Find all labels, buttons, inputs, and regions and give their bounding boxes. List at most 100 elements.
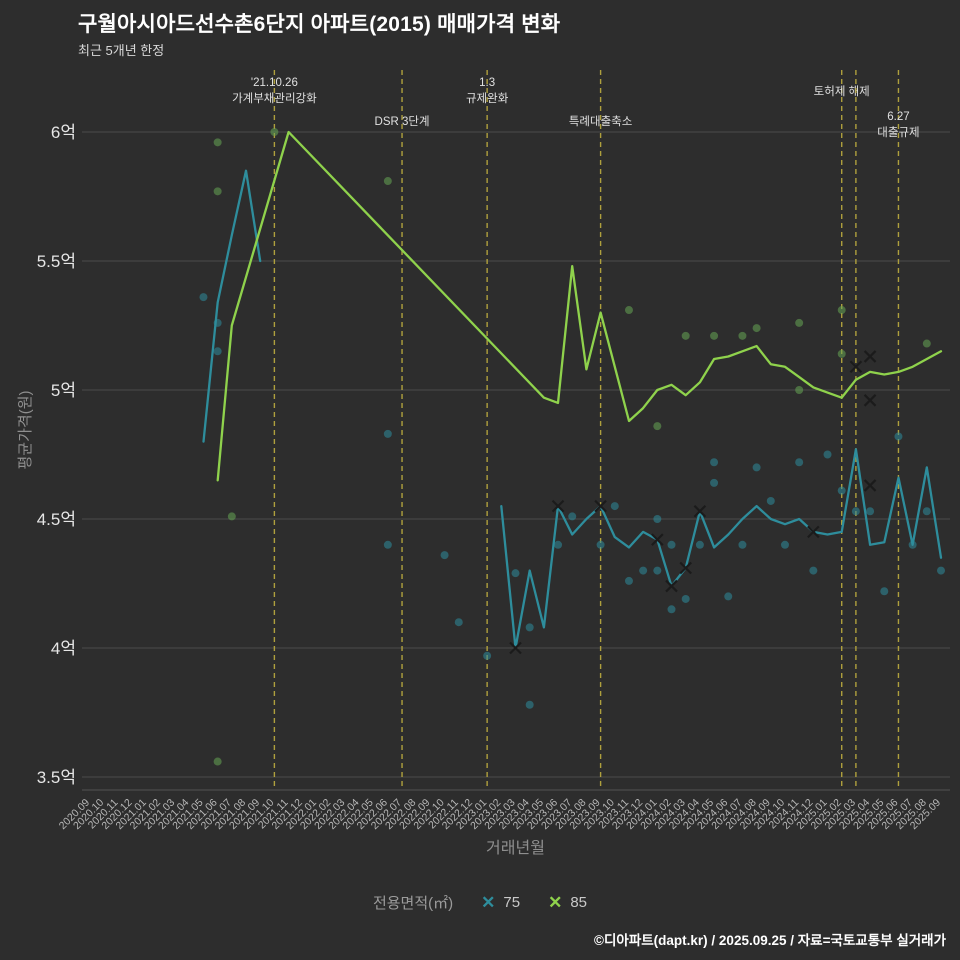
series-85-dot[interactable] xyxy=(738,331,747,340)
legend-item-75[interactable]: ✕ 75 xyxy=(481,894,520,911)
series-75-dot[interactable] xyxy=(695,540,704,549)
series-75-x-marker[interactable] xyxy=(509,641,522,655)
annotation-label: DSR 3단계 xyxy=(375,115,430,128)
series-75-line xyxy=(202,169,262,443)
series-85-dot[interactable] xyxy=(383,177,392,186)
x-axis-title: 거래년월 xyxy=(486,839,545,857)
x-marker-icon: ✕ xyxy=(481,893,496,912)
annotation-label: 가계부채관리강화 xyxy=(232,92,317,105)
annotation-label: 대출규제 xyxy=(877,126,919,139)
series-85-line xyxy=(216,130,943,482)
price-line-chart: 6억5.5억5억4.5억4억3.5억2020.092020.102020.112… xyxy=(17,70,950,857)
annotation-label: 특례대출축소 xyxy=(569,115,632,128)
series-75-dot[interactable] xyxy=(823,450,832,459)
series-75-dot[interactable] xyxy=(866,507,875,516)
series-75-dot[interactable] xyxy=(837,486,846,495)
series-75-dot[interactable] xyxy=(681,594,690,603)
source-credit: ©디아파트(dapt.kr) / 2025.09.25 / 자료=국토교통부 실… xyxy=(594,933,946,948)
series-85-dot[interactable] xyxy=(653,422,662,431)
y-tick-label: 5.5억 xyxy=(37,252,76,271)
legend-item-85[interactable]: ✕ 85 xyxy=(548,894,587,911)
series-75-dot[interactable] xyxy=(511,569,520,578)
y-tick-label: 6억 xyxy=(51,123,76,142)
y-tick-label: 5억 xyxy=(51,381,76,400)
series-85-dot[interactable] xyxy=(710,331,719,340)
series-85-dot[interactable] xyxy=(213,187,222,196)
series-75-dot[interactable] xyxy=(809,566,818,575)
series-85-x-marker[interactable] xyxy=(849,360,863,374)
series-85-dot[interactable] xyxy=(795,386,804,394)
series-75-dot[interactable] xyxy=(525,623,534,632)
series-75-dot[interactable] xyxy=(937,566,945,575)
series-85-x-marker[interactable] xyxy=(863,394,877,407)
series-75-dot[interactable] xyxy=(795,458,804,467)
series-85-dot[interactable] xyxy=(795,318,804,327)
series-75-x-marker[interactable] xyxy=(693,504,707,518)
series-75-dot[interactable] xyxy=(383,429,392,438)
annotation-label: 규제완화 xyxy=(466,92,509,105)
series-85-dot[interactable] xyxy=(837,349,846,358)
series-75-dot[interactable] xyxy=(851,507,860,516)
series-75-x-marker[interactable] xyxy=(679,561,692,575)
series-85-dot[interactable] xyxy=(270,128,279,136)
chart-subtitle: 최근 5개년 한정 xyxy=(78,43,165,58)
series-75-x-marker[interactable] xyxy=(651,533,664,546)
series-85-x-marker[interactable] xyxy=(863,350,877,363)
series-75-dot[interactable] xyxy=(639,566,648,575)
series-75-dot[interactable] xyxy=(653,566,662,575)
legend-label-85: 85 xyxy=(570,894,588,911)
series-75-dot[interactable] xyxy=(610,502,619,511)
series-75-dot[interactable] xyxy=(653,515,662,523)
series-75-x-marker[interactable] xyxy=(807,525,820,539)
series-75-dot[interactable] xyxy=(894,432,903,441)
series-75-x-marker[interactable] xyxy=(863,479,877,492)
series-75-dot[interactable] xyxy=(213,347,222,356)
series-75-x-marker[interactable] xyxy=(551,499,565,513)
series-75-dot[interactable] xyxy=(624,576,633,585)
legend-label-75: 75 xyxy=(503,894,521,911)
series-75-dot[interactable] xyxy=(383,540,392,549)
series-75-dot[interactable] xyxy=(568,512,577,521)
y-tick-label: 4.5억 xyxy=(37,510,76,529)
series-75-dot[interactable] xyxy=(710,478,719,487)
series-75-dot[interactable] xyxy=(710,458,719,467)
series-75-dot[interactable] xyxy=(454,618,463,627)
series-85-dot[interactable] xyxy=(624,306,633,315)
x-marker-icon: ✕ xyxy=(548,893,563,912)
series-75-dot[interactable] xyxy=(922,507,931,516)
series-75-line xyxy=(500,448,943,650)
series-75-dot[interactable] xyxy=(596,540,605,549)
series-75-dot[interactable] xyxy=(483,651,492,660)
series-75-dot[interactable] xyxy=(667,605,676,614)
series-75-dot[interactable] xyxy=(525,700,534,709)
annotation-label: 6.27 xyxy=(887,111,909,123)
series-75-x-marker[interactable] xyxy=(594,499,607,513)
series-75-dot[interactable] xyxy=(780,540,789,549)
y-axis-title: 평균가격(원) xyxy=(17,391,34,470)
series-75-x-marker[interactable] xyxy=(665,579,678,593)
legend: 전용면적(㎡) ✕ 75 ✕ 85 xyxy=(0,892,960,913)
series-85-dot[interactable] xyxy=(227,512,236,521)
series-75-dot[interactable] xyxy=(554,540,563,549)
annotation-label: 토허제 해제 xyxy=(814,85,870,98)
series-75-dot[interactable] xyxy=(724,592,733,601)
series-75-dot[interactable] xyxy=(880,587,889,596)
series-75-dot[interactable] xyxy=(752,463,761,472)
legend-title: 전용면적(㎡) xyxy=(372,895,454,912)
series-85-dot[interactable] xyxy=(837,306,846,315)
annotation-label: 1.3 xyxy=(479,77,495,89)
annotation-label: '21.10.26 xyxy=(251,77,298,89)
series-75-dot[interactable] xyxy=(667,540,676,549)
series-85-dot[interactable] xyxy=(681,331,690,340)
series-75-dot[interactable] xyxy=(738,540,747,549)
series-85-dot[interactable] xyxy=(752,324,761,333)
chart-title: 구월아시아드선수촌6단지 아파트(2015) 매매가격 변화 xyxy=(78,13,561,36)
series-75-dot[interactable] xyxy=(199,293,208,302)
y-tick-label: 4억 xyxy=(51,639,76,658)
series-75-dot[interactable] xyxy=(766,496,775,505)
series-85-dot[interactable] xyxy=(922,339,931,348)
series-75-dot[interactable] xyxy=(440,551,449,560)
series-85-dot[interactable] xyxy=(213,138,222,147)
series-85-dot[interactable] xyxy=(213,757,222,766)
